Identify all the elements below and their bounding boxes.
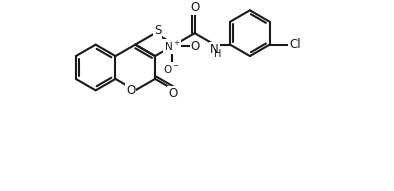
Text: O: O: [168, 87, 178, 100]
Text: H: H: [214, 49, 221, 59]
Text: $\mathregular{O^-}$: $\mathregular{O^-}$: [164, 63, 180, 75]
Text: $\mathregular{N^+}$: $\mathregular{N^+}$: [164, 40, 180, 53]
Text: S: S: [154, 23, 162, 36]
Text: O: O: [126, 84, 135, 97]
Text: O: O: [190, 1, 199, 15]
Text: O: O: [191, 40, 200, 53]
Text: N: N: [210, 43, 219, 56]
Text: Cl: Cl: [289, 38, 301, 51]
